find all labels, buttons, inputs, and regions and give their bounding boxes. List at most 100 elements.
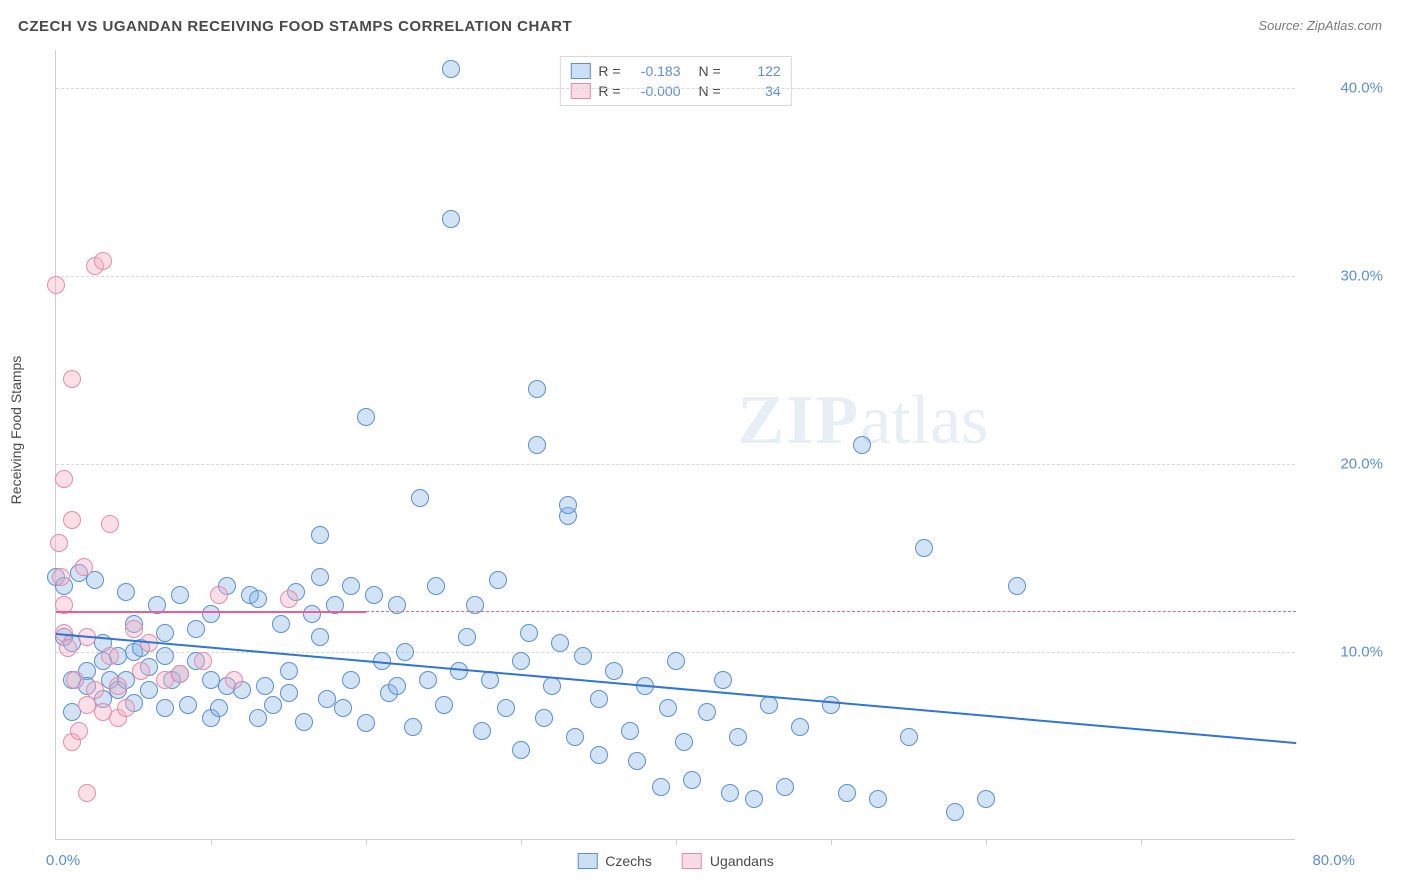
scatter-point: [210, 586, 228, 604]
scatter-point: [404, 718, 422, 736]
scatter-point: [70, 722, 88, 740]
scatter-point: [264, 696, 282, 714]
legend-n-label: N =: [699, 63, 721, 79]
scatter-point: [75, 558, 93, 576]
scatter-point: [489, 571, 507, 589]
legend-swatch: [570, 83, 590, 99]
series-legend-label: Ugandans: [710, 853, 774, 869]
legend-r-label: R =: [598, 63, 620, 79]
scatter-point: [721, 784, 739, 802]
chart-title: CZECH VS UGANDAN RECEIVING FOOD STAMPS C…: [18, 18, 572, 35]
scatter-point: [109, 677, 127, 695]
scatter-point: [202, 605, 220, 623]
series-legend: Czechs Ugandans: [577, 853, 774, 869]
scatter-point: [342, 671, 360, 689]
scatter-point: [675, 733, 693, 751]
scatter-point: [776, 778, 794, 796]
scatter-point: [179, 696, 197, 714]
scatter-point: [838, 784, 856, 802]
gridline: [56, 88, 1295, 89]
scatter-point: [853, 436, 871, 454]
scatter-point: [729, 728, 747, 746]
scatter-point: [365, 586, 383, 604]
legend-row: R =-0.000N =34: [570, 81, 780, 101]
scatter-point: [473, 722, 491, 740]
x-tick: [521, 839, 522, 845]
scatter-point: [55, 470, 73, 488]
scatter-point: [280, 662, 298, 680]
scatter-point: [869, 790, 887, 808]
scatter-point: [63, 511, 81, 529]
legend-n-value: 34: [729, 83, 781, 99]
scatter-point: [249, 590, 267, 608]
scatter-point: [822, 696, 840, 714]
scatter-point: [280, 590, 298, 608]
trend-line-extension: [366, 611, 1296, 612]
scatter-point: [977, 790, 995, 808]
scatter-point: [256, 677, 274, 695]
scatter-point: [117, 583, 135, 601]
scatter-point: [652, 778, 670, 796]
scatter-point: [125, 620, 143, 638]
scatter-point: [78, 784, 96, 802]
scatter-point: [745, 790, 763, 808]
scatter-point: [667, 652, 685, 670]
scatter-point: [566, 728, 584, 746]
legend-swatch: [577, 853, 597, 869]
legend-swatch: [682, 853, 702, 869]
scatter-point: [543, 677, 561, 695]
scatter-point: [357, 408, 375, 426]
scatter-point: [659, 699, 677, 717]
scatter-point: [47, 276, 65, 294]
scatter-point: [187, 620, 205, 638]
legend-r-value: -0.183: [629, 63, 681, 79]
scatter-point: [132, 662, 150, 680]
scatter-point: [50, 534, 68, 552]
scatter-point: [559, 496, 577, 514]
scatter-point: [512, 652, 530, 670]
legend-n-label: N =: [699, 83, 721, 99]
scatter-point: [101, 647, 119, 665]
scatter-point: [411, 489, 429, 507]
legend-r-label: R =: [598, 83, 620, 99]
scatter-point: [628, 752, 646, 770]
gridline: [56, 464, 1295, 465]
x-tick: [831, 839, 832, 845]
x-tick: [986, 839, 987, 845]
scatter-point: [249, 709, 267, 727]
scatter-point: [156, 699, 174, 717]
scatter-point: [535, 709, 553, 727]
scatter-point: [683, 771, 701, 789]
legend-n-value: 122: [729, 63, 781, 79]
scatter-point: [574, 647, 592, 665]
scatter-point: [86, 681, 104, 699]
scatter-point: [419, 671, 437, 689]
y-axis-label: Receiving Food Stamps: [8, 356, 24, 505]
scatter-point: [528, 436, 546, 454]
scatter-point: [458, 628, 476, 646]
scatter-point: [621, 722, 639, 740]
scatter-point: [427, 577, 445, 595]
scatter-point: [280, 684, 298, 702]
scatter-point: [311, 628, 329, 646]
legend-row: R = -0.183 N = 122: [570, 61, 780, 81]
scatter-point: [52, 568, 70, 586]
y-tick-label: 10.0%: [1303, 643, 1383, 660]
scatter-point: [714, 671, 732, 689]
scatter-point: [171, 586, 189, 604]
scatter-point: [388, 677, 406, 695]
series-legend-label: Czechs: [605, 853, 652, 869]
scatter-point: [396, 643, 414, 661]
scatter-point: [311, 568, 329, 586]
scatter-point: [605, 662, 623, 680]
y-tick-label: 40.0%: [1303, 79, 1383, 96]
series-legend-item: Ugandans: [682, 853, 774, 869]
y-tick-label: 30.0%: [1303, 267, 1383, 284]
scatter-point: [63, 370, 81, 388]
source-label: Source: ZipAtlas.com: [1258, 18, 1382, 33]
scatter-point: [117, 699, 135, 717]
scatter-point: [342, 577, 360, 595]
scatter-point: [156, 624, 174, 642]
scatter-point: [295, 713, 313, 731]
scatter-point: [334, 699, 352, 717]
